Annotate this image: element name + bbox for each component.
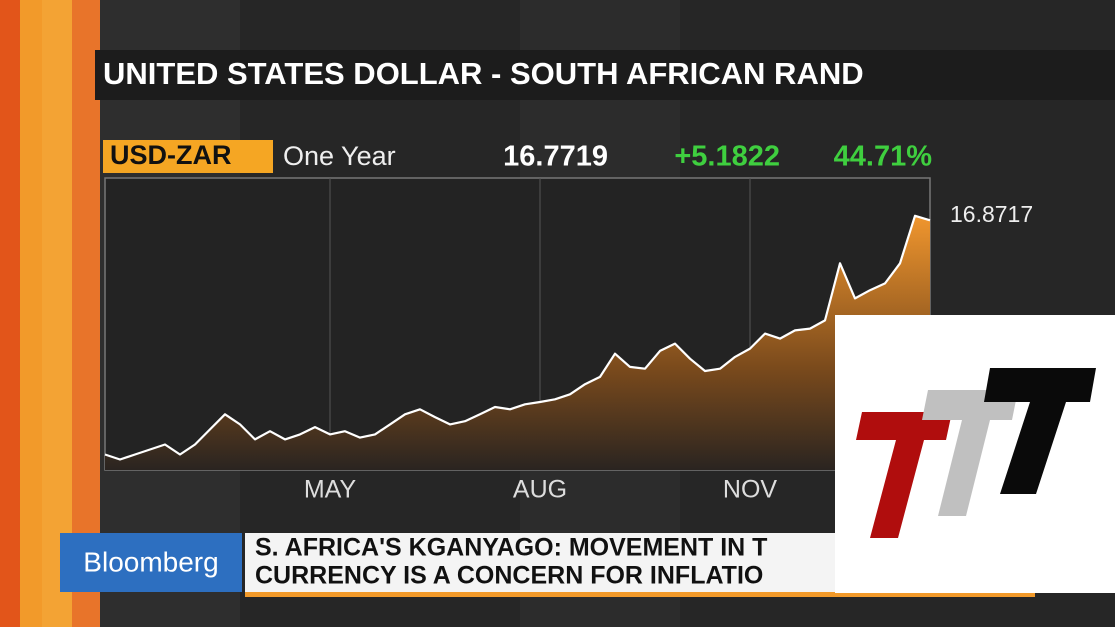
title: UNITED STATES DOLLAR - SOUTH AFRICAN RAN… bbox=[103, 56, 864, 91]
x-tick-label: NOV bbox=[723, 476, 778, 504]
period: One Year bbox=[283, 141, 396, 171]
ticker-box bbox=[103, 140, 273, 173]
headline-line: CURRENCY IS A CONCERN FOR INFLATIO bbox=[255, 562, 763, 590]
line bbox=[104, 214, 931, 461]
stripe bbox=[0, 0, 20, 627]
x-tick-label: MAY bbox=[304, 476, 357, 504]
headline-line: S. AFRICA'S KGANYAGO: MOVEMENT IN T bbox=[255, 534, 767, 562]
end-label: 16.8717 bbox=[950, 201, 1033, 227]
change-pct: 44.71% bbox=[834, 141, 933, 173]
title-bar bbox=[95, 50, 1115, 100]
logo bbox=[835, 315, 1115, 593]
ticker: USD-ZAR bbox=[110, 140, 232, 170]
logo-t bbox=[984, 368, 1096, 494]
brand-box bbox=[60, 533, 242, 592]
stripe bbox=[72, 0, 100, 627]
brand: Bloomberg bbox=[83, 546, 218, 577]
headline-rule bbox=[245, 592, 1035, 597]
logo-t bbox=[922, 390, 1018, 516]
area bbox=[105, 215, 930, 470]
x-tick-label: AUG bbox=[513, 476, 567, 504]
stripe bbox=[42, 0, 72, 627]
last-price: 16.7719 bbox=[503, 141, 608, 173]
change: +5.1822 bbox=[674, 141, 780, 173]
logo-t bbox=[856, 412, 952, 538]
stripe bbox=[20, 0, 42, 627]
